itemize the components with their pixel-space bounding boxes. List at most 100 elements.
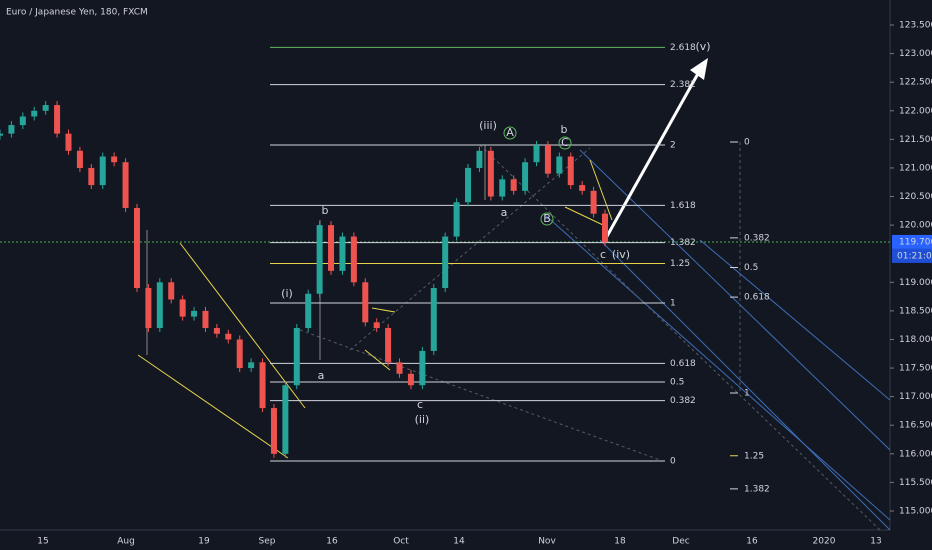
fib-label: 1 bbox=[744, 389, 750, 399]
current-price: 119.706 bbox=[899, 237, 932, 247]
y-tick-label: 116.000 bbox=[899, 449, 932, 459]
candle bbox=[328, 225, 335, 271]
wave-label: c bbox=[417, 398, 423, 411]
candle bbox=[76, 150, 83, 168]
fib-label: 1 bbox=[670, 299, 676, 309]
candle bbox=[168, 282, 175, 300]
wave-label: (ii) bbox=[415, 413, 430, 426]
fib-label: 0 bbox=[670, 457, 676, 467]
candle bbox=[282, 385, 289, 454]
y-tick-label: 117.500 bbox=[899, 364, 932, 374]
fib-label: 1.382 bbox=[744, 484, 770, 494]
wave-label: C bbox=[561, 136, 569, 149]
candle bbox=[293, 328, 300, 386]
y-tick-label: 122.500 bbox=[899, 78, 932, 88]
candle bbox=[385, 328, 392, 363]
candle bbox=[88, 167, 95, 186]
y-tick-label: 121.500 bbox=[899, 135, 932, 145]
x-tick-label: 16 bbox=[326, 537, 338, 547]
fib-label: 0.5 bbox=[670, 378, 684, 388]
candle bbox=[305, 293, 312, 329]
x-tick-label: Dec bbox=[672, 537, 689, 547]
x-tick-label: Aug bbox=[117, 537, 135, 547]
candle bbox=[54, 105, 61, 134]
fib-label: 1.382 bbox=[670, 238, 696, 248]
chart-title: Euro / Japanese Yen, 180, FXCM bbox=[6, 8, 148, 18]
x-tick-label: 13 bbox=[870, 537, 881, 547]
y-tick-label: 122.000 bbox=[899, 106, 932, 116]
candle bbox=[65, 133, 72, 151]
y-tick-label: 118.000 bbox=[899, 335, 932, 345]
wave-circle bbox=[503, 126, 517, 140]
candle bbox=[156, 282, 163, 329]
fib-label: 0 bbox=[744, 138, 750, 148]
candle bbox=[0, 133, 3, 136]
countdown: 01:21:04 bbox=[897, 251, 932, 261]
candle bbox=[373, 322, 380, 329]
candle bbox=[111, 156, 118, 163]
candle bbox=[567, 156, 574, 186]
candle bbox=[442, 236, 449, 289]
candle bbox=[499, 179, 506, 197]
x-tick-label: 14 bbox=[453, 537, 465, 547]
y-tick-label: 115.500 bbox=[899, 478, 932, 488]
fib-label: 1.25 bbox=[744, 451, 764, 461]
wave-label: c bbox=[600, 248, 606, 261]
countdown-tag bbox=[892, 248, 932, 263]
fib-label: 2.618 bbox=[670, 43, 696, 53]
x-tick-label: Sep bbox=[259, 537, 276, 547]
wave-label: a bbox=[318, 369, 325, 382]
candle bbox=[533, 145, 540, 163]
wave-label: (iv) bbox=[612, 248, 630, 261]
x-tick-label: 19 bbox=[198, 537, 210, 547]
arrow-head bbox=[690, 58, 708, 80]
x-tick-label: Oct bbox=[393, 537, 409, 547]
y-tick-label: 123.000 bbox=[899, 49, 932, 59]
x-tick-label: 16 bbox=[746, 537, 758, 547]
candle bbox=[8, 125, 15, 134]
fib-label: 0.618 bbox=[744, 293, 770, 303]
candle bbox=[248, 362, 255, 369]
candle bbox=[556, 156, 563, 174]
wave-label: A bbox=[506, 126, 514, 139]
candle bbox=[213, 328, 220, 334]
projection-arrow bbox=[604, 69, 702, 239]
candle bbox=[202, 310, 209, 329]
candle bbox=[579, 185, 586, 191]
candle bbox=[487, 150, 494, 197]
wave-circle bbox=[558, 136, 572, 150]
fib-label: 2 bbox=[670, 141, 676, 151]
fib-label: 0.382 bbox=[744, 233, 770, 243]
candle bbox=[42, 105, 49, 111]
candle bbox=[259, 362, 266, 409]
wave-label: B bbox=[543, 212, 551, 225]
candle bbox=[122, 162, 129, 208]
candle bbox=[145, 288, 152, 329]
candle bbox=[19, 116, 26, 126]
candle bbox=[179, 299, 186, 317]
candle bbox=[339, 236, 346, 271]
candle bbox=[453, 202, 460, 237]
candle bbox=[350, 236, 357, 283]
y-tick-label: 120.500 bbox=[899, 192, 932, 202]
price-tag bbox=[892, 234, 932, 249]
candle bbox=[522, 162, 529, 191]
candle bbox=[191, 310, 198, 317]
x-tick-label: 2020 bbox=[813, 537, 836, 547]
candle bbox=[236, 339, 243, 369]
candle bbox=[99, 156, 106, 186]
candle bbox=[510, 179, 517, 191]
wave-label: (i) bbox=[281, 287, 293, 300]
x-tick-label: 18 bbox=[614, 537, 626, 547]
wave-label: b bbox=[561, 123, 568, 136]
candle bbox=[133, 207, 140, 289]
fib-label: 0.5 bbox=[744, 263, 758, 273]
y-tick-label: 121.000 bbox=[899, 163, 932, 173]
candle bbox=[419, 350, 426, 386]
y-tick-label: 115.000 bbox=[899, 507, 932, 517]
fib-label: 0.618 bbox=[670, 359, 696, 369]
median-lines bbox=[299, 142, 881, 531]
wave-circle bbox=[540, 212, 554, 226]
candle bbox=[590, 190, 597, 214]
